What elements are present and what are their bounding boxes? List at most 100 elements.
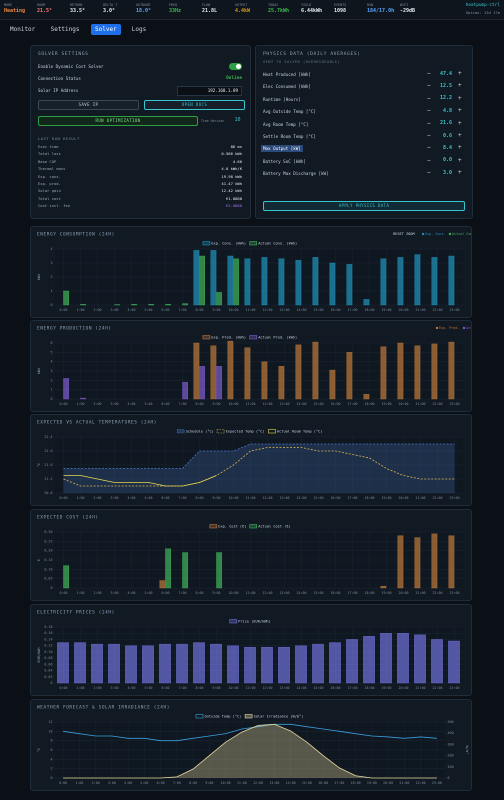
minus-button[interactable]: − — [427, 70, 431, 77]
bar — [63, 290, 70, 306]
plus-button[interactable]: + — [458, 132, 462, 139]
physics-value[interactable]: 4.8 — [442, 107, 452, 114]
bar — [125, 645, 137, 684]
x-tick-label: 0:00 — [60, 308, 68, 312]
bar — [278, 258, 285, 306]
result-label: Thermal mass — [38, 166, 66, 172]
x-tick-label: 13:00 — [280, 496, 290, 500]
y-tick-label: 0.20 — [44, 549, 52, 553]
physics-value[interactable]: 0.6 — [442, 132, 452, 139]
legend-swatch — [249, 335, 257, 340]
stat-value: 33Hz — [169, 8, 182, 14]
nav-tab[interactable]: Settings — [50, 26, 80, 33]
y2-tick-label: 0 — [448, 776, 450, 780]
toggle[interactable] — [229, 63, 242, 70]
x-tick-label: 20:00 — [399, 308, 409, 312]
minus-button[interactable]: − — [427, 144, 431, 152]
bar — [148, 304, 155, 306]
y-tick-label: 1 — [50, 289, 52, 293]
stat-label: FLOW — [202, 3, 211, 7]
bar — [312, 257, 319, 306]
minus-button[interactable]: − — [427, 119, 431, 127]
legend-swatch — [209, 524, 218, 529]
y-tick-label: 10 — [48, 729, 52, 733]
bar — [227, 340, 234, 400]
y-tick-label: 0.25 — [44, 539, 52, 543]
run-optimization-button[interactable]: RUN OPTIMIZATION — [38, 116, 198, 126]
plus-button[interactable]: + — [458, 70, 462, 77]
physics-value[interactable]: 12.5 — [439, 82, 452, 89]
line — [63, 443, 455, 469]
nav-tab[interactable]: Logs — [131, 26, 147, 33]
nav-tab[interactable]: Solver — [91, 24, 121, 35]
minus-button[interactable]: − — [427, 132, 431, 139]
series-toggle[interactable]: Actual Cons. — [452, 232, 471, 236]
x-tick-label: 16:00 — [331, 402, 341, 406]
x-tick-label: 3:00 — [111, 308, 119, 312]
x-tick-label: 0:00 — [60, 496, 68, 500]
minus-button[interactable]: − — [427, 156, 431, 164]
ip-input[interactable]: 192.168.1.89 — [177, 86, 242, 96]
stat-value: 6.44kWh — [301, 8, 323, 14]
reset-zoom-button[interactable]: RESET ZOOM — [393, 232, 415, 236]
plus-button[interactable]: + — [458, 119, 462, 127]
physics-value[interactable]: 0.0 — [442, 157, 452, 164]
y-tick-label: 0.12 — [44, 644, 52, 648]
stat-label: WIFI — [400, 3, 409, 7]
x-tick-label: 19:00 — [382, 496, 392, 500]
chart-title: ELECTRICITY PRICES (24H) — [37, 610, 115, 616]
series-toggle[interactable]: Actual Prod. — [466, 326, 471, 330]
bar — [233, 258, 240, 306]
plus-button[interactable]: + — [458, 82, 462, 90]
plus-button[interactable]: + — [458, 107, 462, 115]
series-toggle[interactable]: Exp. Prod. — [439, 326, 459, 330]
x-tick-label: 13:00 — [280, 402, 290, 406]
legend-label: Actual Prod. (kWh) — [258, 336, 297, 340]
bar — [210, 250, 217, 306]
physics-value[interactable]: 47.4 — [439, 70, 452, 77]
nav-tab[interactable]: Monitor — [10, 26, 36, 33]
bar — [216, 366, 223, 400]
minus-button[interactable]: − — [427, 94, 431, 102]
x-tick-label: 18:00 — [365, 402, 375, 406]
x-tick-label: 21:00 — [416, 402, 426, 406]
x-tick-label: 17:00 — [348, 308, 358, 312]
horizon-input[interactable]: 10 — [234, 117, 241, 123]
series-toggle[interactable]: Exp. Cons. — [425, 232, 445, 236]
chart-title: EXPECTED COST (24H) — [37, 515, 99, 521]
plus-button[interactable]: + — [458, 94, 462, 102]
y-tick-label: 0.14 — [44, 637, 52, 641]
plus-button[interactable]: + — [458, 144, 462, 152]
result-label: Base COP — [38, 158, 57, 164]
minus-button[interactable]: − — [427, 169, 431, 177]
physics-value[interactable]: 12.2 — [439, 95, 452, 102]
physics-value[interactable]: 21.6 — [439, 120, 452, 127]
minus-button[interactable]: − — [427, 107, 431, 115]
x-tick-label: 11:00 — [246, 591, 256, 595]
x-tick-label: 22:00 — [433, 686, 443, 690]
y-tick-label: 0.15 — [44, 558, 52, 562]
toggle-dot — [448, 232, 452, 236]
x-tick-label: 22:00 — [433, 402, 443, 406]
y-tick-label: 2 — [50, 378, 52, 382]
minus-button[interactable]: − — [427, 82, 431, 90]
apply-physics-button[interactable]: APPLY PHYSICS DATA — [263, 201, 465, 211]
chart: ENERGY PRODUCTION (24H) Exp. Prod. Actual … — [37, 326, 471, 407]
x-tick-label: 19:00 — [367, 781, 377, 785]
result-label: Exec time — [38, 144, 59, 149]
y-tick-label: 21.2 — [44, 477, 52, 481]
plus-button[interactable]: + — [458, 169, 462, 177]
save-ip-button[interactable]: SAVE IP — [38, 100, 139, 110]
plot-area — [55, 627, 463, 683]
plus-button[interactable]: + — [458, 156, 462, 164]
physics-value[interactable]: 8.4 — [442, 144, 452, 151]
x-tick-label: 0:00 — [60, 402, 68, 406]
legend-swatch — [202, 241, 211, 246]
open-docs-button[interactable]: OPEN DOCS — [144, 100, 245, 110]
y2-tick-label: 300 — [448, 742, 454, 746]
chart: EXPECTED VS ACTUAL TEMPERATURES (24H) Sch… — [37, 420, 463, 500]
result-value: 4.0 kWh/K — [221, 166, 242, 172]
physics-value[interactable]: 3.0 — [442, 169, 452, 176]
x-tick-label: 14:00 — [297, 308, 307, 312]
x-tick-label: 11:00 — [246, 402, 256, 406]
